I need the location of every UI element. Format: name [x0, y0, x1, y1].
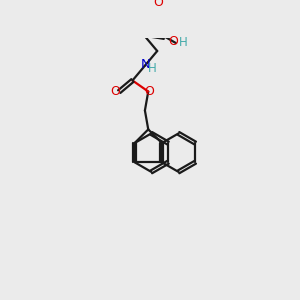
Text: N: N: [141, 58, 151, 71]
Text: O: O: [168, 35, 178, 48]
Text: O: O: [144, 85, 154, 98]
Text: H: H: [178, 37, 187, 50]
Text: O: O: [110, 85, 120, 98]
Text: O: O: [153, 0, 163, 9]
Polygon shape: [145, 33, 164, 39]
Text: H: H: [148, 62, 156, 75]
